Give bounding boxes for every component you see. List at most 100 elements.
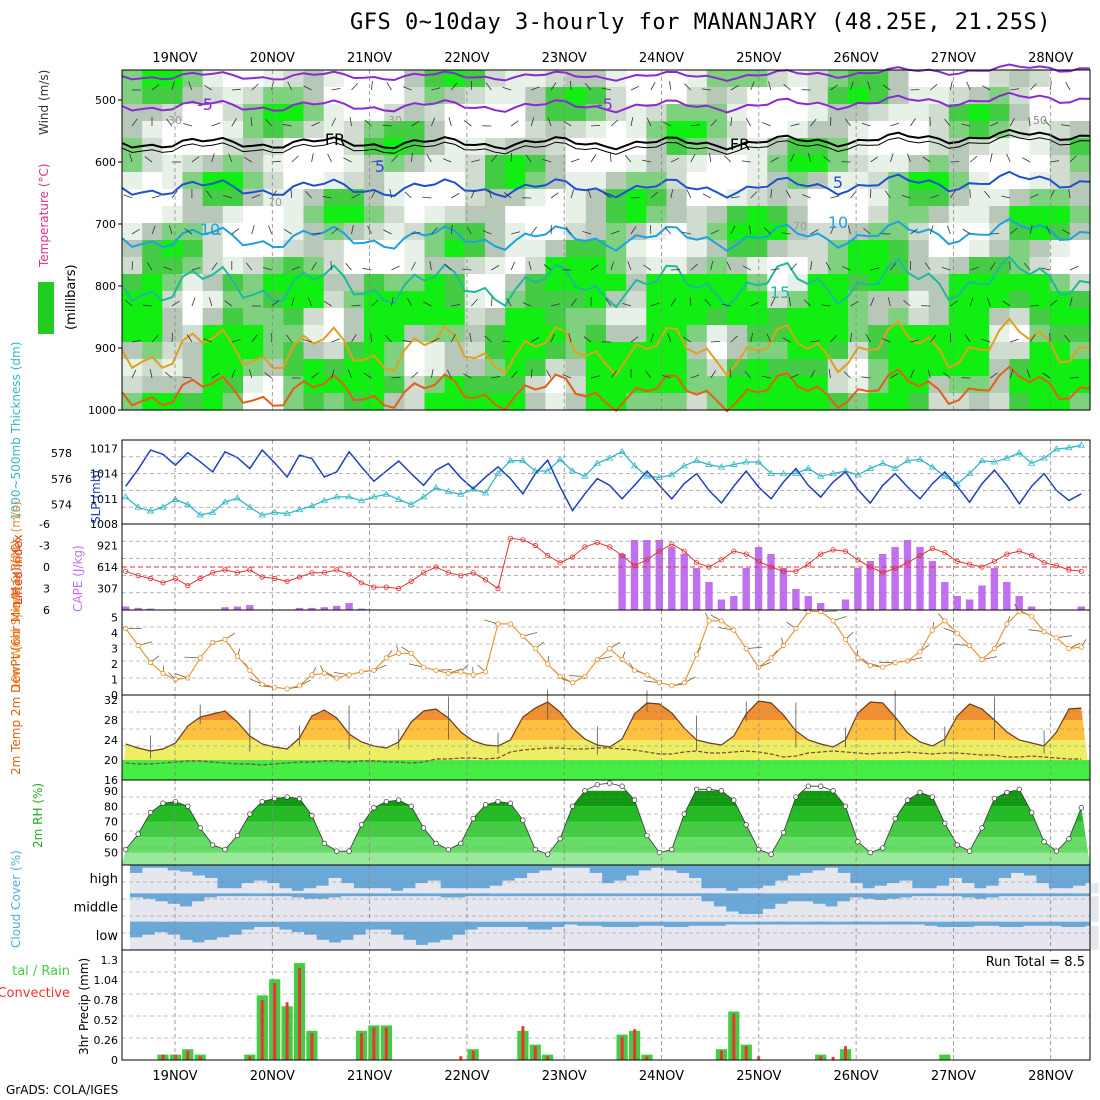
thickness-point <box>705 460 713 467</box>
rh-shade-cell <box>384 325 405 343</box>
cloud-cell <box>800 924 814 950</box>
thickness-point <box>258 511 266 518</box>
wind-barb <box>469 333 472 343</box>
cape-bar <box>916 547 924 610</box>
wind-barb <box>590 375 600 379</box>
li-point <box>892 565 898 572</box>
wind-barb <box>1050 160 1060 163</box>
rh-shade-cell <box>505 172 526 190</box>
cloud-cell <box>651 896 665 922</box>
rh-shade-cell <box>343 189 365 207</box>
rh-shade-cell <box>485 274 506 292</box>
cloud-cell <box>403 888 416 894</box>
rh-shade-cell <box>343 206 365 224</box>
rh-shade-cell <box>787 240 809 258</box>
wind-barb <box>351 193 360 199</box>
wind-barb <box>810 261 813 271</box>
rh-point <box>482 802 489 808</box>
cloud-cell <box>700 901 714 922</box>
cloud-cell <box>1023 925 1037 950</box>
rh-shade-cell <box>969 121 990 139</box>
rh-point <box>420 825 427 831</box>
wind-speed-point <box>693 652 700 658</box>
wind-barb <box>1061 124 1071 127</box>
rh-point <box>743 822 749 828</box>
panel-plots <box>121 63 1099 1060</box>
rh-shade-cell <box>626 121 647 139</box>
cloud-cell <box>862 888 876 894</box>
cloud-cell <box>924 896 938 922</box>
rh-shade-cell <box>807 393 829 411</box>
cloud-cell <box>551 927 565 950</box>
wind-barb <box>367 225 372 235</box>
wind-barb <box>251 194 261 199</box>
cloud-cell <box>489 885 503 894</box>
rh-shade-cell <box>464 240 486 258</box>
rh-shade-cell <box>1069 291 1091 309</box>
wind-barb <box>144 156 153 163</box>
rh-shade-cell <box>727 274 748 292</box>
cape-bar <box>692 568 701 610</box>
rh-shade-cell <box>1049 376 1071 394</box>
thickness-point <box>332 493 341 500</box>
wind-speed-point <box>371 667 377 673</box>
rh-shade-cell <box>969 189 990 207</box>
wind-barb <box>183 123 193 127</box>
rh-shade-cell <box>283 189 305 207</box>
rh-shade-cell <box>807 376 829 394</box>
cloud-cell <box>874 924 888 950</box>
rh-shade-cell <box>384 138 405 156</box>
thickness-point <box>246 503 254 510</box>
rh-legend-swatch <box>38 282 54 334</box>
rh-shade-cell <box>1029 172 1051 190</box>
wind-barb <box>431 337 440 343</box>
rh-shade-cell <box>384 189 405 207</box>
rh-shade-cell <box>787 189 809 207</box>
rh-shade-cell <box>606 138 627 156</box>
cloud-cell <box>998 878 1012 894</box>
rh-shade-cell <box>545 70 567 88</box>
cloud-cell <box>676 927 689 950</box>
cloud-cell <box>738 914 751 922</box>
rh-shade-cell <box>485 87 506 105</box>
rh-shade-cell <box>364 376 385 394</box>
rh-shade-cell <box>626 206 647 224</box>
rh-shade-cell <box>485 342 506 360</box>
wind-barb <box>1010 88 1020 91</box>
cloud-cell <box>1048 896 1062 922</box>
rh-shade-cell <box>343 121 365 139</box>
rh-shade-cell <box>485 104 506 122</box>
wind-barb <box>710 119 718 127</box>
rh-shade-cell <box>727 104 748 122</box>
wind-barb <box>630 117 634 127</box>
rh-shade-cell <box>464 87 486 105</box>
rh-shade-cell <box>948 308 970 326</box>
li-point <box>185 582 191 589</box>
rh-shade-cell <box>364 257 385 275</box>
rh-shade-cell <box>767 308 789 326</box>
rh-shade-cell <box>969 342 990 360</box>
precip-conv-bar <box>248 1056 252 1060</box>
rh-shade-cell <box>1009 189 1031 207</box>
rh-shade-cell <box>585 155 607 173</box>
wind-barb <box>744 370 752 379</box>
thickness-point <box>357 496 366 504</box>
rh-shade-cell <box>303 155 325 173</box>
cloud-cell <box>353 896 367 922</box>
rh-shade-cell <box>222 87 244 105</box>
wind-speed-point <box>545 661 551 667</box>
rh-shade-cell <box>565 359 587 377</box>
wind-barb <box>231 228 240 235</box>
wind-barb <box>930 194 939 199</box>
cloud-cell <box>1011 872 1024 894</box>
wind-barb <box>129 153 133 163</box>
rh-point <box>780 829 787 836</box>
rh-shade-cell <box>182 104 204 122</box>
cape-bar <box>990 568 999 610</box>
wind-barb <box>506 298 512 307</box>
rh-shade-cell <box>948 121 970 139</box>
rh-shade-cell <box>626 155 647 173</box>
rh-shade-cell <box>767 291 789 309</box>
wind-barb <box>243 156 253 163</box>
wind-barb <box>530 368 533 379</box>
